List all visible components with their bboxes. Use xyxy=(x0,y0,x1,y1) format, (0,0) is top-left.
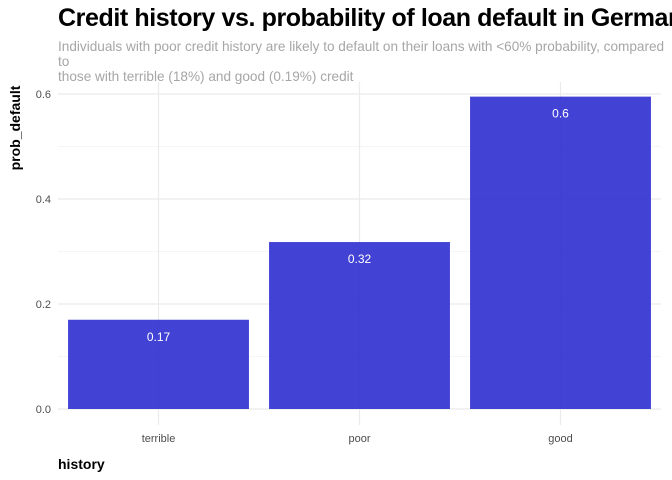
x-tick-label: terrible xyxy=(142,433,176,445)
y-tick-label: 0.2 xyxy=(36,299,51,311)
bars xyxy=(68,96,651,409)
y-tick-label: 0.4 xyxy=(36,194,51,206)
bar-value-label: 0.32 xyxy=(348,252,372,266)
x-axis-ticks: terrible poor good xyxy=(142,433,573,445)
y-tick-label: 0.6 xyxy=(36,89,51,101)
bar-value-label: 0.6 xyxy=(552,107,569,121)
bar-value-label: 0.17 xyxy=(147,330,171,344)
y-axis-title: prob_default xyxy=(7,85,23,170)
y-axis-ticks: 0.0 0.2 0.4 0.6 xyxy=(36,89,51,416)
chart-title: Credit history vs. probability of loan d… xyxy=(58,4,672,32)
y-tick-label: 0.0 xyxy=(36,404,51,416)
x-tick-label: good xyxy=(548,433,572,445)
chart-subtitle: Individuals with poor credit history are… xyxy=(58,39,665,84)
bar-labels: 0.17 0.32 0.6 xyxy=(147,107,569,344)
bar-poor xyxy=(269,242,450,409)
x-tick-label: poor xyxy=(348,433,370,445)
bar-terrible xyxy=(68,319,249,409)
bar-good xyxy=(470,96,651,409)
x-axis-title: history xyxy=(58,456,105,472)
